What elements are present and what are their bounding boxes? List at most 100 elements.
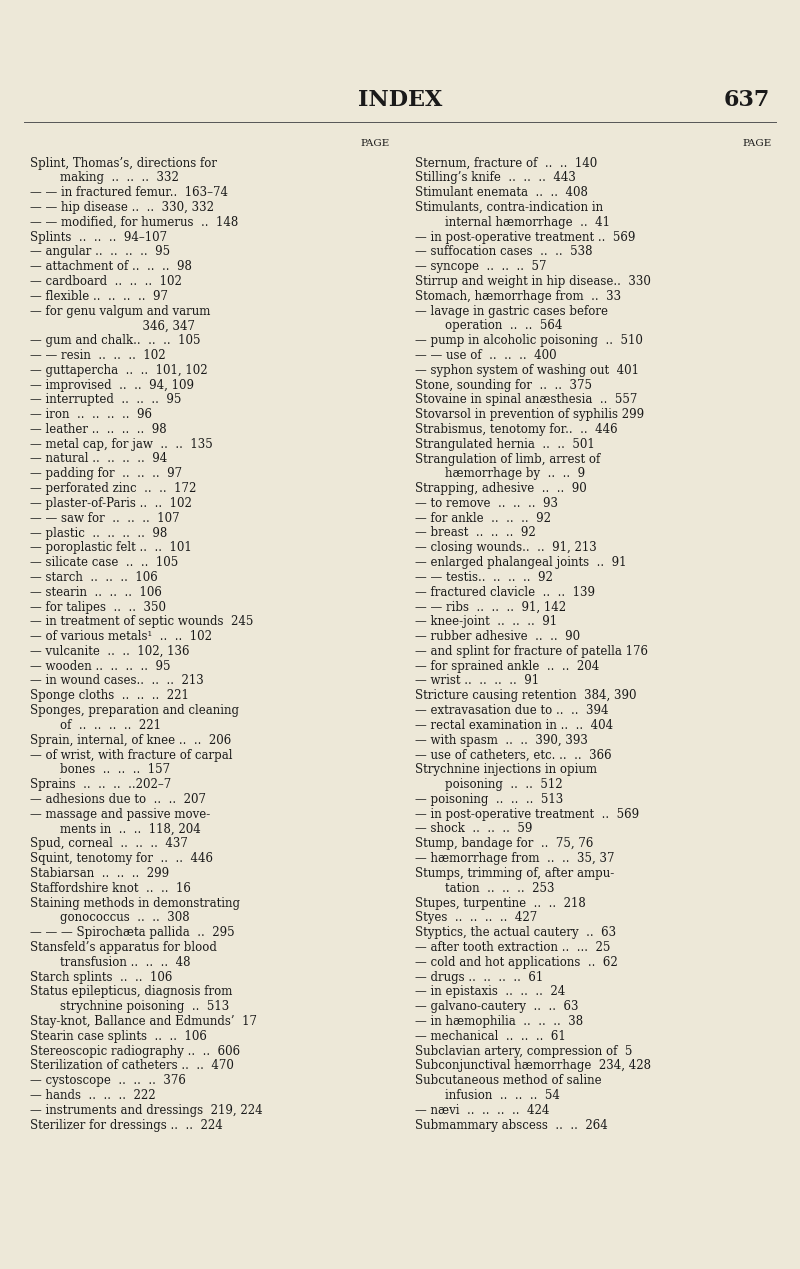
Text: — closing wounds..  ..  91, 213: — closing wounds.. .. 91, 213: [415, 542, 597, 555]
Text: — perforated zinc  ..  ..  172: — perforated zinc .. .. 172: [30, 482, 196, 495]
Text: Staffordshire knot  ..  ..  16: Staffordshire knot .. .. 16: [30, 882, 191, 895]
Text: Staining methods in demonstrating: Staining methods in demonstrating: [30, 896, 240, 910]
Text: — — resin  ..  ..  ..  102: — — resin .. .. .. 102: [30, 349, 166, 362]
Text: making  ..  ..  ..  332: making .. .. .. 332: [30, 171, 179, 184]
Text: Subcutaneous method of saline: Subcutaneous method of saline: [415, 1074, 602, 1088]
Text: — vulcanite  ..  ..  102, 136: — vulcanite .. .. 102, 136: [30, 645, 190, 657]
Text: — hæmorrhage from  ..  ..  35, 37: — hæmorrhage from .. .. 35, 37: [415, 851, 614, 865]
Text: — gum and chalk..  ..  ..  105: — gum and chalk.. .. .. 105: [30, 334, 201, 348]
Text: Sprain, internal, of knee ..  ..  206: Sprain, internal, of knee .. .. 206: [30, 733, 231, 746]
Text: — for genu valgum and varum: — for genu valgum and varum: [30, 305, 210, 317]
Text: — — testis..  ..  ..  ..  92: — — testis.. .. .. .. 92: [415, 571, 553, 584]
Text: Spud, corneal  ..  ..  ..  437: Spud, corneal .. .. .. 437: [30, 838, 188, 850]
Text: Sterilizer for dressings ..  ..  224: Sterilizer for dressings .. .. 224: [30, 1118, 222, 1132]
Text: Stone, sounding for  ..  ..  375: Stone, sounding for .. .. 375: [415, 378, 592, 392]
Text: Styptics, the actual cautery  ..  63: Styptics, the actual cautery .. 63: [415, 926, 616, 939]
Text: — silicate case  ..  ..  105: — silicate case .. .. 105: [30, 556, 178, 569]
Text: Strabismus, tenotomy for..  ..  446: Strabismus, tenotomy for.. .. 446: [415, 423, 618, 435]
Text: — wooden ..  ..  ..  ..  95: — wooden .. .. .. .. 95: [30, 660, 170, 673]
Text: Stay-knot, Ballance and Edmunds’  17: Stay-knot, Ballance and Edmunds’ 17: [30, 1015, 257, 1028]
Text: — in hæmophilia  ..  ..  ..  38: — in hæmophilia .. .. .. 38: [415, 1015, 583, 1028]
Text: — poisoning  ..  ..  ..  513: — poisoning .. .. .. 513: [415, 793, 563, 806]
Text: 637: 637: [724, 89, 770, 110]
Text: tation  ..  ..  ..  253: tation .. .. .. 253: [415, 882, 554, 895]
Text: — flexible ..  ..  ..  ..  97: — flexible .. .. .. .. 97: [30, 289, 168, 303]
Text: — for talipes  ..  ..  350: — for talipes .. .. 350: [30, 600, 166, 613]
Text: — syphon system of washing out  401: — syphon system of washing out 401: [415, 364, 639, 377]
Text: operation  ..  ..  564: operation .. .. 564: [415, 320, 562, 332]
Text: — fractured clavicle  ..  ..  139: — fractured clavicle .. .. 139: [415, 586, 595, 599]
Text: — in epistaxis  ..  ..  ..  24: — in epistaxis .. .. .. 24: [415, 985, 566, 999]
Text: Splints  ..  ..  ..  94–107: Splints .. .. .. 94–107: [30, 231, 167, 244]
Text: — cystoscope  ..  ..  ..  376: — cystoscope .. .. .. 376: [30, 1074, 186, 1088]
Text: — in treatment of septic wounds  245: — in treatment of septic wounds 245: [30, 615, 254, 628]
Text: — stearin  ..  ..  ..  106: — stearin .. .. .. 106: [30, 586, 162, 599]
Text: — plaster-of-Paris ..  ..  102: — plaster-of-Paris .. .. 102: [30, 497, 192, 510]
Text: INDEX: INDEX: [358, 89, 442, 110]
Text: Stilling’s knife  ..  ..  ..  443: Stilling’s knife .. .. .. 443: [415, 171, 576, 184]
Text: hæmorrhage by  ..  ..  9: hæmorrhage by .. .. 9: [415, 467, 585, 480]
Text: — enlarged phalangeal joints  ..  91: — enlarged phalangeal joints .. 91: [415, 556, 626, 569]
Text: internal hæmorrhage  ..  41: internal hæmorrhage .. 41: [415, 216, 610, 228]
Text: — syncope  ..  ..  ..  57: — syncope .. .. .. 57: [415, 260, 546, 273]
Text: Stumps, trimming of, after ampu-: Stumps, trimming of, after ampu-: [415, 867, 614, 879]
Text: — — in fractured femur..  163–74: — — in fractured femur.. 163–74: [30, 187, 228, 199]
Text: Strangulation of limb, arrest of: Strangulation of limb, arrest of: [415, 453, 600, 466]
Text: — leather ..  ..  ..  ..  98: — leather .. .. .. .. 98: [30, 423, 166, 435]
Text: — guttapercha  ..  ..  101, 102: — guttapercha .. .. 101, 102: [30, 364, 208, 377]
Text: — for sprained ankle  ..  ..  204: — for sprained ankle .. .. 204: [415, 660, 599, 673]
Text: infusion  ..  ..  ..  54: infusion .. .. .. 54: [415, 1089, 560, 1101]
Text: — padding for  ..  ..  ..  97: — padding for .. .. .. 97: [30, 467, 182, 480]
Text: — of various metals¹  ..  ..  102: — of various metals¹ .. .. 102: [30, 631, 212, 643]
Text: — angular ..  ..  ..  ..  95: — angular .. .. .. .. 95: [30, 245, 170, 259]
Text: Stupes, turpentine  ..  ..  218: Stupes, turpentine .. .. 218: [415, 896, 586, 910]
Text: Stovarsol in prevention of syphilis 299: Stovarsol in prevention of syphilis 299: [415, 409, 644, 421]
Text: — starch  ..  ..  ..  106: — starch .. .. .. 106: [30, 571, 158, 584]
Text: Squint, tenotomy for  ..  ..  446: Squint, tenotomy for .. .. 446: [30, 851, 213, 865]
Text: — pump in alcoholic poisoning  ..  510: — pump in alcoholic poisoning .. 510: [415, 334, 643, 348]
Text: — metal cap, for jaw  ..  ..  135: — metal cap, for jaw .. .. 135: [30, 438, 213, 450]
Text: Stimulant enemata  ..  ..  408: Stimulant enemata .. .. 408: [415, 187, 588, 199]
Text: Strangulated hernia  ..  ..  501: Strangulated hernia .. .. 501: [415, 438, 594, 450]
Text: — suffocation cases  ..  ..  538: — suffocation cases .. .. 538: [415, 245, 593, 259]
Text: Subconjunctival hæmorrhage  234, 428: Subconjunctival hæmorrhage 234, 428: [415, 1060, 651, 1072]
Text: — — modified, for humerus  ..  148: — — modified, for humerus .. 148: [30, 216, 238, 228]
Text: — cold and hot applications  ..  62: — cold and hot applications .. 62: [415, 956, 618, 968]
Text: — galvano-cautery  ..  ..  63: — galvano-cautery .. .. 63: [415, 1000, 578, 1013]
Text: PAGE: PAGE: [742, 138, 772, 147]
Text: — adhesions due to  ..  ..  207: — adhesions due to .. .. 207: [30, 793, 206, 806]
Text: — rubber adhesive  ..  ..  90: — rubber adhesive .. .. 90: [415, 631, 580, 643]
Text: — in post-operative treatment  ..  569: — in post-operative treatment .. 569: [415, 807, 639, 821]
Text: Stabiarsan  ..  ..  ..  299: Stabiarsan .. .. .. 299: [30, 867, 169, 879]
Text: Styes  ..  ..  ..  ..  427: Styes .. .. .. .. 427: [415, 911, 538, 924]
Text: Sprains  ..  ..  ..  ..202–7: Sprains .. .. .. ..202–7: [30, 778, 171, 791]
Text: — — — Spirochæta pallida  ..  295: — — — Spirochæta pallida .. 295: [30, 926, 234, 939]
Text: — extravasation due to ..  ..  394: — extravasation due to .. .. 394: [415, 704, 609, 717]
Text: — — ribs  ..  ..  ..  91, 142: — — ribs .. .. .. 91, 142: [415, 600, 566, 613]
Text: — to remove  ..  ..  ..  93: — to remove .. .. .. 93: [415, 497, 558, 510]
Text: — hands  ..  ..  ..  222: — hands .. .. .. 222: [30, 1089, 156, 1101]
Text: — with spasm  ..  ..  390, 393: — with spasm .. .. 390, 393: [415, 733, 588, 746]
Text: — nævi  ..  ..  ..  ..  424: — nævi .. .. .. .. 424: [415, 1104, 550, 1117]
Text: — wrist ..  ..  ..  ..  91: — wrist .. .. .. .. 91: [415, 675, 539, 688]
Text: — attachment of ..  ..  ..  98: — attachment of .. .. .. 98: [30, 260, 192, 273]
Text: — in post-operative treatment ..  569: — in post-operative treatment .. 569: [415, 231, 635, 244]
Text: Sterilization of catheters ..  ..  470: Sterilization of catheters .. .. 470: [30, 1060, 234, 1072]
Text: Stomach, hæmorrhage from  ..  33: Stomach, hæmorrhage from .. 33: [415, 289, 621, 303]
Text: ments in  ..  ..  118, 204: ments in .. .. 118, 204: [30, 822, 201, 835]
Text: — plastic  ..  ..  ..  ..  98: — plastic .. .. .. .. 98: [30, 527, 167, 539]
Text: Strapping, adhesive  ..  ..  90: Strapping, adhesive .. .. 90: [415, 482, 586, 495]
Text: strychnine poisoning  ..  513: strychnine poisoning .. 513: [30, 1000, 230, 1013]
Text: Stansfeld’s apparatus for blood: Stansfeld’s apparatus for blood: [30, 940, 217, 954]
Text: Sponge cloths  ..  ..  ..  221: Sponge cloths .. .. .. 221: [30, 689, 189, 702]
Text: Stimulants, contra-indication in: Stimulants, contra-indication in: [415, 201, 603, 214]
Text: transfusion ..  ..  ..  48: transfusion .. .. .. 48: [30, 956, 190, 968]
Text: Sternum, fracture of  ..  ..  140: Sternum, fracture of .. .. 140: [415, 156, 598, 170]
Text: Strychnine injections in opium: Strychnine injections in opium: [415, 763, 597, 777]
Text: — breast  ..  ..  ..  92: — breast .. .. .. 92: [415, 527, 536, 539]
Text: Stirrup and weight in hip disease..  330: Stirrup and weight in hip disease.. 330: [415, 275, 651, 288]
Text: — natural ..  ..  ..  ..  94: — natural .. .. .. .. 94: [30, 453, 167, 466]
Text: — — hip disease ..  ..  330, 332: — — hip disease .. .. 330, 332: [30, 201, 214, 214]
Text: — poroplastic felt ..  ..  101: — poroplastic felt .. .. 101: [30, 542, 192, 555]
Text: Stump, bandage for  ..  75, 76: Stump, bandage for .. 75, 76: [415, 838, 594, 850]
